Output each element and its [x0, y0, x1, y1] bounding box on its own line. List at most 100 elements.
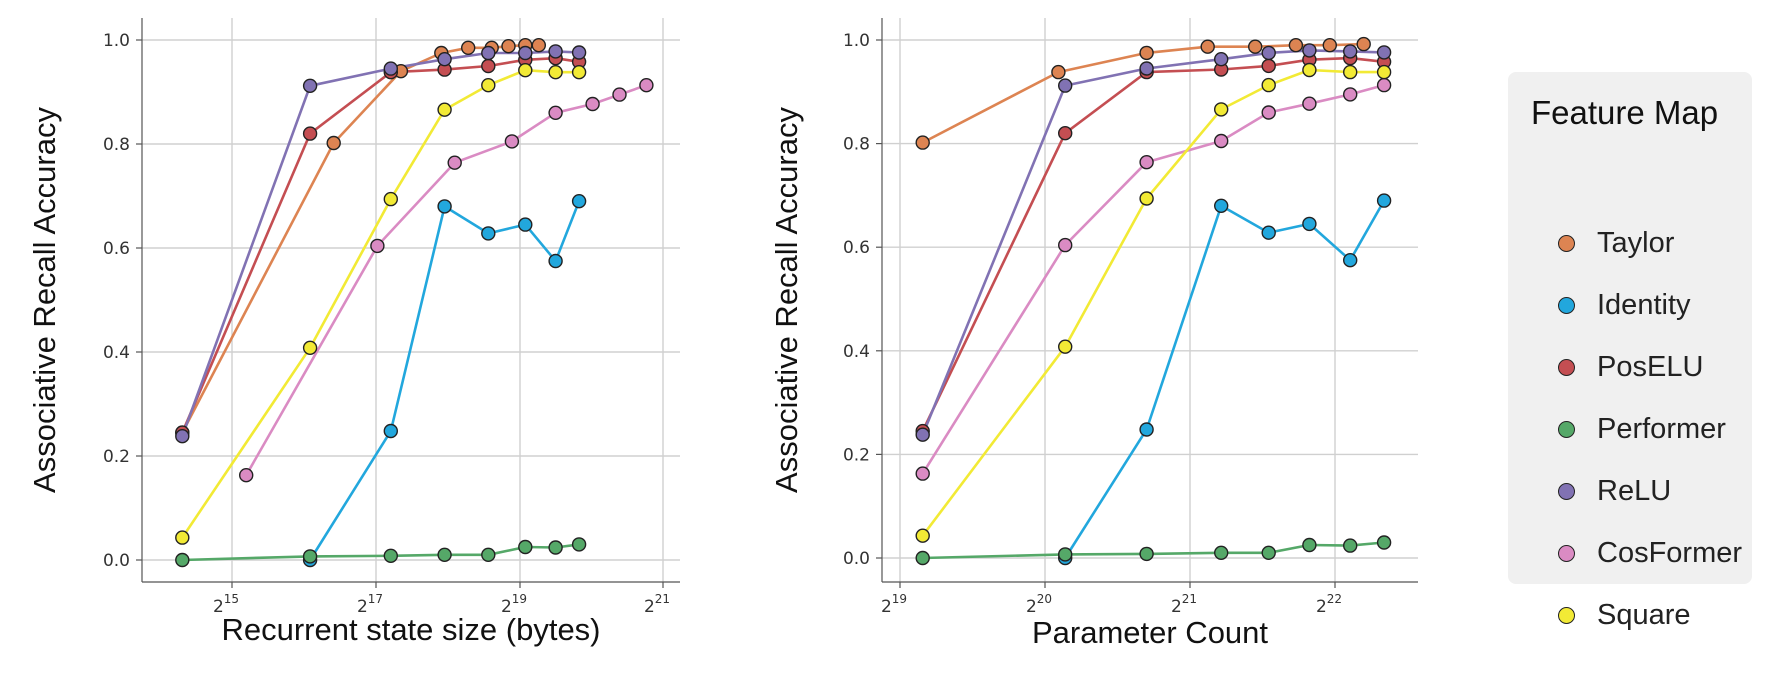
right-point-identity — [1376, 193, 1392, 208]
left-point-relu — [548, 44, 563, 59]
legend-marker-performer — [1558, 420, 1575, 438]
right-y-tick-label: 1.0 — [843, 31, 870, 51]
right-point-identity — [1213, 198, 1229, 214]
right-point-relu — [1342, 44, 1358, 59]
right-point-cosformer — [1057, 237, 1073, 253]
left-point-identity — [383, 423, 398, 439]
right-point-cosformer — [1139, 154, 1154, 170]
right-point-performer — [1261, 545, 1276, 560]
right-y-axis-title: Associative Recall Accuracy — [769, 107, 804, 493]
right-point-square — [1342, 64, 1358, 80]
legend-label-identity: Identity — [1597, 288, 1691, 321]
left-point-performer — [548, 540, 563, 555]
left-y-tick-label: 0.6 — [103, 239, 130, 259]
legend-item-identity: Identity — [1558, 285, 1691, 325]
left-point-performer — [175, 552, 190, 568]
left-point-identity — [437, 199, 452, 214]
right-point-square — [1139, 191, 1154, 206]
left-point-cosformer — [370, 238, 385, 254]
left-point-performer — [481, 547, 496, 562]
legend-label-square: Square — [1597, 598, 1691, 631]
left-line-identity — [308, 200, 581, 561]
right-point-identity — [1139, 422, 1154, 437]
right-point-identity — [1261, 225, 1276, 240]
left-point-cosformer — [585, 96, 600, 112]
right-point-poselu — [1057, 125, 1073, 141]
right-point-taylor — [1247, 39, 1263, 54]
legend-marker-identity — [1558, 296, 1575, 314]
left-point-relu — [302, 78, 318, 94]
left-y-tick-label: 1.0 — [103, 31, 130, 51]
left-point-performer — [302, 549, 318, 564]
legend-marker-poselu — [1558, 358, 1575, 376]
left-point-relu — [175, 429, 190, 444]
right-chart-panel: 0.0 0.2 0.4 0.6 0.8 1.0 219 220 221 222 Associativ… — [769, 18, 1418, 650]
legend-marker-cosformer — [1558, 544, 1575, 562]
right-point-square — [1376, 64, 1392, 80]
left-point-identity — [481, 226, 496, 241]
left-grid — [142, 18, 680, 582]
legend: Feature Map Taylor Identity PosELU Perfo… — [1508, 72, 1752, 631]
right-line-poselu — [921, 56, 1385, 432]
left-point-poselu — [302, 126, 318, 141]
left-point-performer — [518, 539, 533, 555]
left-point-relu — [383, 61, 398, 76]
right-point-square — [1302, 62, 1317, 78]
right-point-relu — [915, 427, 930, 442]
left-point-square — [481, 77, 496, 93]
right-y-tick-label: 0.2 — [843, 445, 870, 465]
right-point-square — [1213, 102, 1229, 117]
right-x-tick-label: 222 — [1316, 592, 1342, 617]
right-point-relu — [1139, 61, 1154, 76]
left-point-taylor — [501, 39, 516, 54]
left-point-poselu — [481, 58, 496, 74]
left-y-tick-label: 0.8 — [103, 135, 130, 155]
left-point-taylor — [531, 38, 546, 53]
left-point-identity — [571, 193, 587, 209]
left-y-tick-label: 0.0 — [103, 551, 130, 571]
left-x-tick-label: 219 — [501, 592, 527, 617]
legend-item-cosformer: CosFormer — [1558, 533, 1742, 573]
legend-marker-taylor — [1558, 234, 1575, 252]
legend-label-cosformer: CosFormer — [1597, 536, 1743, 569]
right-point-taylor — [1139, 45, 1154, 61]
left-chart-panel: 0.0 0.2 0.4 0.6 0.8 1.0 215 217 219 221 Associativ… — [27, 18, 680, 647]
right-point-square — [1057, 339, 1073, 354]
right-point-identity — [1342, 253, 1358, 268]
left-point-square — [383, 191, 398, 207]
right-point-relu — [1213, 52, 1229, 67]
right-point-performer — [1057, 547, 1073, 562]
right-point-performer — [1213, 545, 1229, 560]
right-point-cosformer — [1302, 96, 1317, 111]
right-x-tick-label: 220 — [1026, 592, 1052, 617]
left-point-relu — [518, 45, 533, 61]
left-point-square — [437, 102, 452, 117]
legend-title: Feature Map — [1531, 94, 1719, 131]
left-point-cosformer — [447, 155, 462, 170]
right-point-square — [1261, 77, 1276, 93]
right-x-axis-title: Parameter Count — [1032, 615, 1268, 650]
right-point-performer — [1342, 538, 1358, 553]
right-point-relu — [1261, 45, 1276, 61]
legend-label-relu: ReLU — [1597, 474, 1672, 507]
left-point-square — [571, 64, 587, 80]
left-point-relu — [481, 45, 496, 61]
left-point-cosformer — [548, 105, 563, 121]
left-point-square — [548, 64, 563, 80]
right-grid — [882, 18, 1418, 582]
left-point-cosformer — [238, 468, 254, 483]
right-point-taylor — [1200, 39, 1215, 54]
legend-item-square: Square — [1558, 595, 1691, 635]
left-x-tick-label: 221 — [644, 592, 670, 617]
right-x-tick-label: 219 — [881, 592, 907, 617]
right-line-identity — [1064, 199, 1386, 559]
right-y-tick-label: 0.6 — [843, 238, 870, 258]
right-point-cosformer — [1261, 105, 1276, 120]
right-point-performer — [915, 550, 930, 566]
left-point-taylor — [326, 135, 341, 151]
left-point-performer — [383, 548, 398, 563]
left-point-square — [302, 340, 318, 355]
legend-marker-square — [1558, 606, 1575, 624]
right-point-taylor — [1051, 64, 1066, 80]
